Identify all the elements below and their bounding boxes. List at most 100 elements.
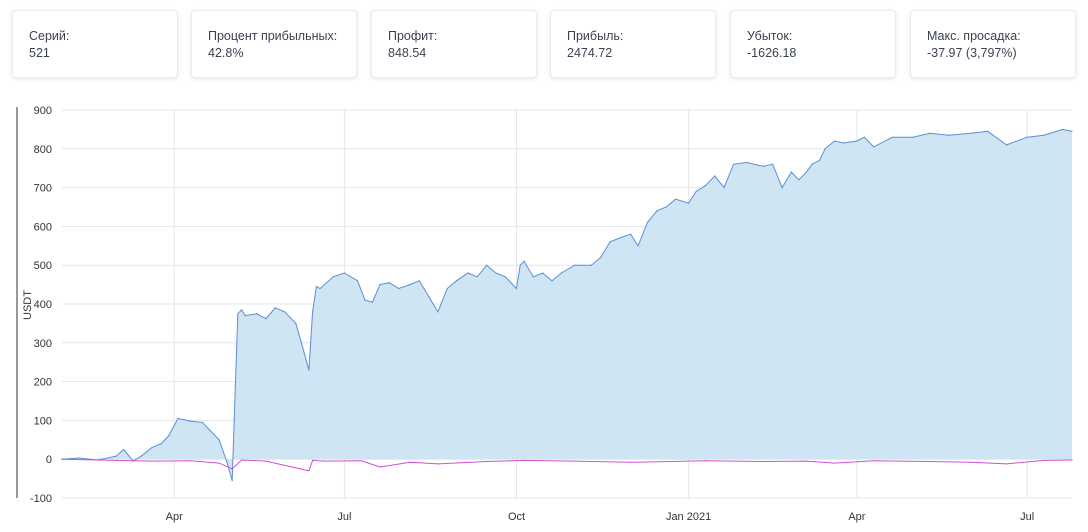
equity-point <box>231 479 233 482</box>
y-tick-label: 700 <box>34 183 52 195</box>
equity-point <box>467 272 469 274</box>
y-tick-label: 900 <box>34 105 52 117</box>
trade-pnl-point <box>409 461 411 463</box>
stat-value: 521 <box>29 46 50 60</box>
trade-pnl-point <box>833 462 836 464</box>
equity-point <box>532 276 534 278</box>
equity-point <box>833 140 836 142</box>
equity-point <box>237 313 239 315</box>
stat-label: Макс. просадка: <box>927 29 1021 43</box>
trade-pnl-point <box>929 460 931 463</box>
equity-point <box>428 295 430 297</box>
equity-point <box>486 264 488 266</box>
equity-point <box>151 447 153 449</box>
equity-point <box>609 241 611 243</box>
equity-point <box>863 136 866 138</box>
equity-point <box>1043 134 1045 136</box>
y-tick-label: 100 <box>34 415 52 427</box>
chart-plot-area <box>61 128 1073 482</box>
equity-point <box>437 311 439 313</box>
equity-point <box>987 130 989 132</box>
y-axis-label: USDT <box>22 290 34 320</box>
equity-point <box>315 285 317 288</box>
stat-label: Серий: <box>29 29 70 43</box>
equity-point <box>912 136 914 138</box>
equity-point <box>78 457 80 459</box>
y-tick-label: 400 <box>34 299 52 311</box>
equity-point <box>600 256 602 258</box>
stat-card-profit: Профит: 848.54 <box>371 10 537 78</box>
trade-pnl-point <box>873 460 875 462</box>
stat-value: 42.8% <box>208 46 244 60</box>
x-tick-label: Apr <box>848 511 865 523</box>
equity-point <box>160 443 162 445</box>
equity-point <box>695 190 697 193</box>
equity-point <box>332 276 334 278</box>
equity-point <box>1071 130 1073 132</box>
trade-pnl-point <box>762 460 765 463</box>
equity-point <box>371 301 374 303</box>
y-tick-label: 0 <box>46 454 52 466</box>
equity-point <box>753 163 755 165</box>
equity-point <box>300 342 302 344</box>
equity-point <box>714 175 716 177</box>
equity-line <box>61 128 1073 481</box>
trade-pnl-point <box>970 461 972 463</box>
trade-pnl-point <box>323 460 325 462</box>
chart-ticks: 900 800 700 600 500 400 300 200 100 0 -100 Apr Jul Oc… <box>30 105 1034 523</box>
equity-point <box>542 272 544 274</box>
equity-point <box>646 221 649 224</box>
equity-point <box>446 287 448 290</box>
x-tick-label: Jan 2021 <box>666 511 711 523</box>
equity-point <box>476 276 478 278</box>
trade-pnl-point <box>379 466 381 468</box>
equity-point <box>824 148 826 150</box>
equity-point <box>308 369 310 371</box>
trade-pnl-point <box>523 459 525 461</box>
trade-pnl-point <box>1043 459 1045 461</box>
equity-point <box>168 435 170 437</box>
equity-point <box>723 187 725 189</box>
equity-point <box>495 272 497 274</box>
stat-label: Профит: <box>388 29 438 43</box>
equity-point <box>123 448 125 451</box>
equity-point <box>226 460 228 462</box>
trade-pnl-point <box>630 461 632 463</box>
equity-point <box>970 132 972 134</box>
equity-point <box>818 159 821 161</box>
x-tick-label: Apr <box>166 511 183 523</box>
equity-point <box>811 163 813 165</box>
y-tick-label: 500 <box>34 260 52 272</box>
equity-point <box>891 136 894 138</box>
equity-point <box>379 284 381 286</box>
x-tick-label: Oct <box>508 511 525 523</box>
trade-pnl-point <box>218 462 220 464</box>
stat-card-series: Серий: 521 <box>12 10 178 78</box>
trade-pnl-point <box>308 470 310 472</box>
equity-point <box>781 187 783 189</box>
equity-area <box>62 129 1072 481</box>
equity-point <box>177 417 179 420</box>
trade-pnl-point <box>1071 459 1073 461</box>
equity-point <box>772 163 774 165</box>
equity-point <box>312 311 314 313</box>
equity-chart: USDT 900 800 700 600 500 400 300 200 100 0 -100 Apr… <box>16 105 1073 523</box>
stat-label: Процент прибыльных: <box>208 29 338 43</box>
equity-point <box>201 421 203 423</box>
trade-pnl-point <box>437 463 439 465</box>
equity-point <box>418 280 420 282</box>
equity-point <box>218 439 220 441</box>
equity-point <box>688 202 690 204</box>
trade-pnl-point <box>1005 463 1008 465</box>
equity-point <box>746 161 748 163</box>
equity-point <box>618 237 621 239</box>
trade-pnl-point <box>573 460 576 462</box>
stat-card-max-drawdown: Макс. просадка: -37.97 (3,797%) <box>910 10 1076 78</box>
trade-pnl-point <box>312 459 314 461</box>
trade-pnl-line <box>61 458 1073 472</box>
equity-point <box>343 272 345 274</box>
y-tick-label: -100 <box>30 493 52 505</box>
equity-point <box>295 322 297 324</box>
equity-point <box>656 210 658 212</box>
equity-point <box>674 198 677 200</box>
